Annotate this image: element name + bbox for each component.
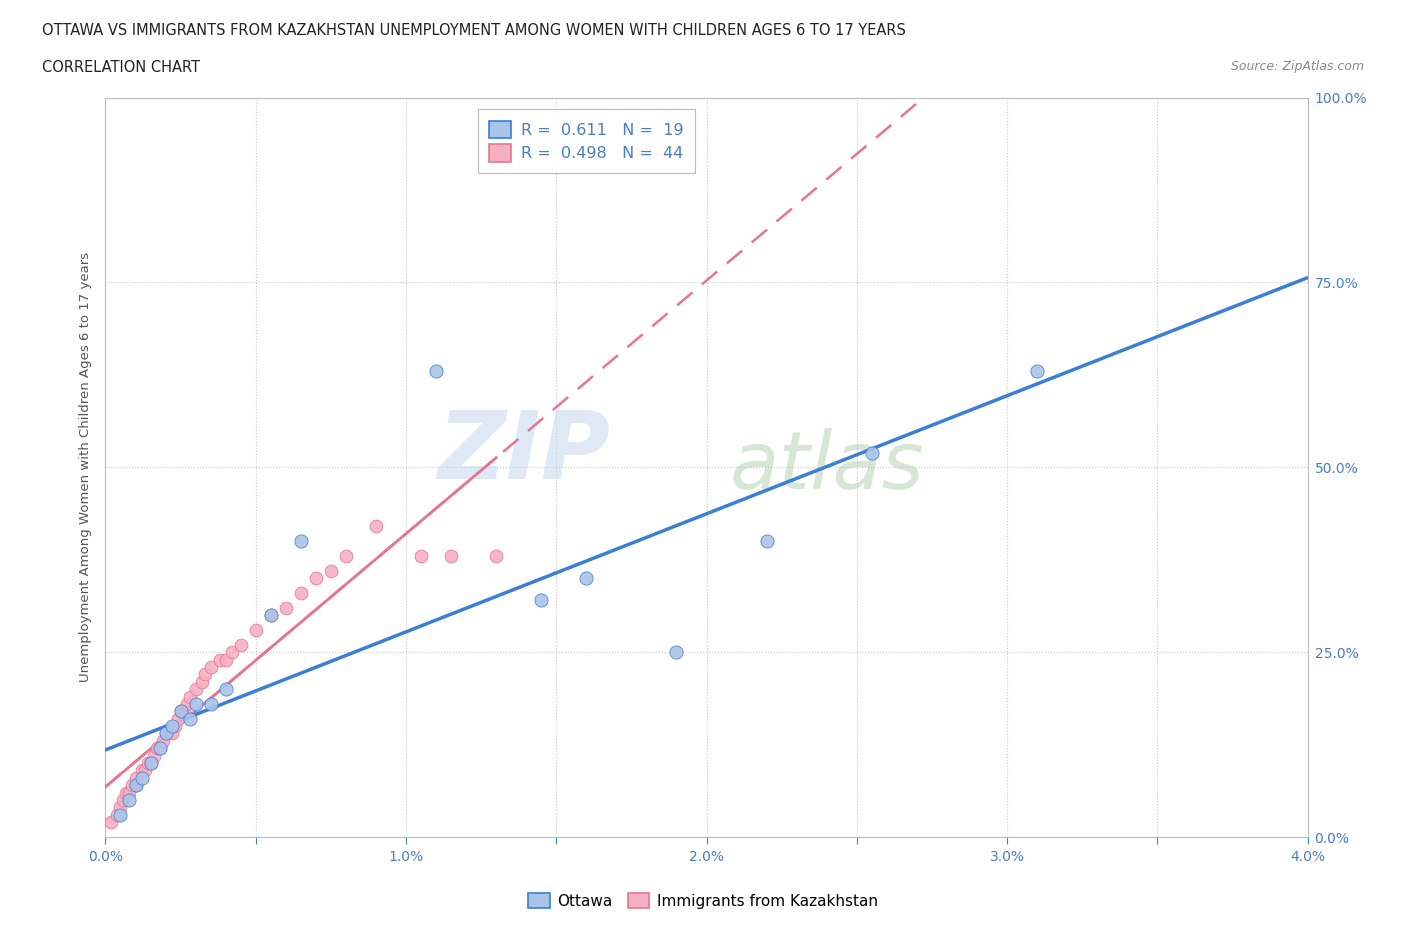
- Point: [305, 571, 328, 586]
- Point: [112, 792, 135, 807]
- Point: [208, 652, 231, 667]
- Point: [335, 549, 357, 564]
- Point: [229, 637, 252, 652]
- Point: [190, 674, 212, 689]
- Point: [134, 763, 156, 777]
- Point: [121, 777, 143, 792]
- Point: [169, 704, 191, 719]
- Point: [200, 697, 222, 711]
- Point: [139, 755, 162, 770]
- Point: [155, 726, 177, 741]
- Point: [221, 644, 243, 659]
- Point: [166, 711, 188, 726]
- Point: [184, 697, 207, 711]
- Point: [860, 445, 883, 460]
- Point: [152, 734, 174, 749]
- Point: [169, 704, 191, 719]
- Point: [131, 763, 153, 777]
- Point: [214, 652, 236, 667]
- Legend: R =  0.611   N =  19, R =  0.498   N =  44: R = 0.611 N = 19, R = 0.498 N = 44: [478, 110, 695, 173]
- Point: [136, 755, 159, 770]
- Point: [160, 719, 183, 734]
- Point: [118, 792, 141, 807]
- Point: [148, 741, 170, 756]
- Point: [260, 608, 283, 623]
- Point: [100, 815, 122, 830]
- Text: CORRELATION CHART: CORRELATION CHART: [42, 60, 200, 75]
- Point: [274, 601, 297, 616]
- Point: [179, 689, 201, 704]
- Point: [124, 777, 146, 792]
- Point: [665, 644, 688, 659]
- Point: [124, 770, 146, 785]
- Point: [142, 749, 165, 764]
- Point: [245, 622, 267, 637]
- Point: [176, 697, 198, 711]
- Point: [145, 741, 167, 756]
- Point: [160, 726, 183, 741]
- Point: [194, 667, 217, 682]
- Legend: Ottawa, Immigrants from Kazakhstan: Ottawa, Immigrants from Kazakhstan: [522, 886, 884, 915]
- Point: [200, 659, 222, 674]
- Text: ZIP: ZIP: [437, 406, 610, 498]
- Point: [131, 770, 153, 785]
- Y-axis label: Unemployment Among Women with Children Ages 6 to 17 years: Unemployment Among Women with Children A…: [79, 252, 93, 683]
- Point: [110, 800, 132, 815]
- Point: [173, 704, 195, 719]
- Text: atlas: atlas: [730, 429, 924, 506]
- Point: [485, 549, 508, 564]
- Point: [409, 549, 432, 564]
- Point: [163, 719, 186, 734]
- Point: [118, 785, 141, 800]
- Point: [124, 777, 146, 792]
- Point: [440, 549, 463, 564]
- Text: OTTAWA VS IMMIGRANTS FROM KAZAKHSTAN UNEMPLOYMENT AMONG WOMEN WITH CHILDREN AGES: OTTAWA VS IMMIGRANTS FROM KAZAKHSTAN UNE…: [42, 23, 905, 38]
- Point: [139, 755, 162, 770]
- Point: [364, 519, 387, 534]
- Point: [290, 534, 312, 549]
- Point: [290, 586, 312, 601]
- Point: [755, 534, 778, 549]
- Point: [530, 593, 553, 608]
- Point: [1026, 364, 1049, 379]
- Point: [155, 726, 177, 741]
- Point: [107, 807, 129, 822]
- Point: [115, 785, 138, 800]
- Point: [260, 608, 283, 623]
- Text: Source: ZipAtlas.com: Source: ZipAtlas.com: [1230, 60, 1364, 73]
- Point: [425, 364, 447, 379]
- Point: [214, 682, 236, 697]
- Point: [148, 741, 170, 756]
- Point: [575, 571, 598, 586]
- Point: [179, 711, 201, 726]
- Point: [319, 564, 342, 578]
- Point: [110, 807, 132, 822]
- Point: [184, 682, 207, 697]
